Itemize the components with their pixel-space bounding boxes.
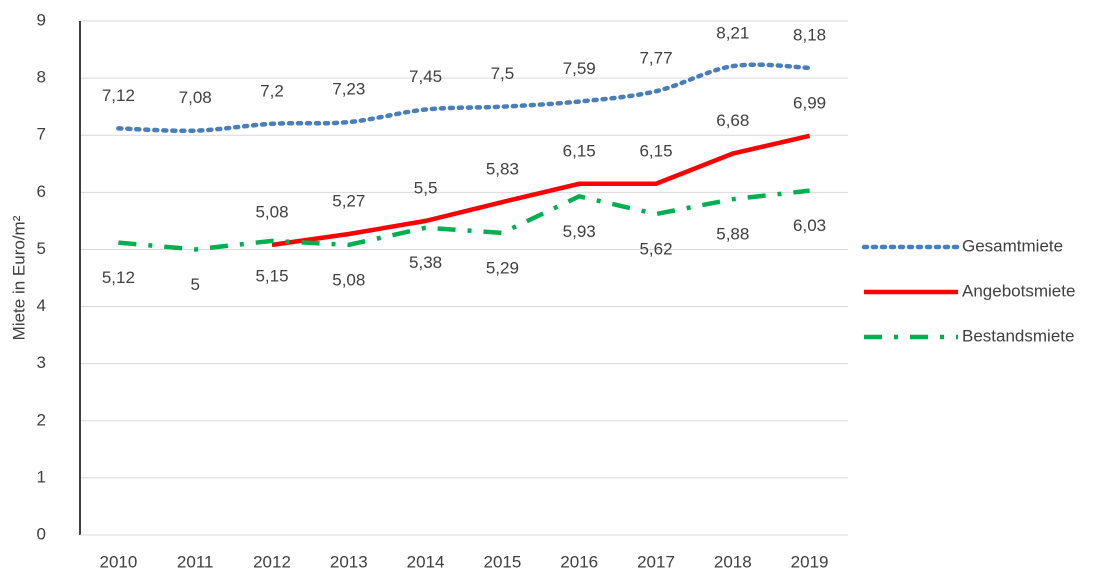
data-label: 6,03 — [793, 216, 826, 235]
data-label: 5,88 — [716, 225, 749, 244]
data-label: 5,5 — [414, 178, 438, 197]
data-label: 8,18 — [793, 25, 826, 44]
x-tick-label: 2018 — [714, 552, 752, 571]
y-tick-label: 8 — [37, 68, 46, 87]
data-label: 5,83 — [486, 160, 519, 179]
y-tick-label: 3 — [37, 353, 46, 372]
data-label: 7,12 — [102, 86, 135, 105]
data-label: 7,45 — [409, 67, 442, 86]
data-label: 5,93 — [563, 222, 596, 241]
x-tick-label: 2010 — [99, 552, 137, 571]
x-tick-label: 2013 — [330, 552, 368, 571]
y-tick-label: 9 — [37, 10, 46, 29]
y-tick-label: 7 — [37, 125, 46, 144]
x-tick-label: 2012 — [253, 552, 291, 571]
x-tick-label: 2014 — [407, 552, 445, 571]
data-label: 7,59 — [563, 59, 596, 78]
data-label: 6,68 — [716, 111, 749, 130]
x-tick-label: 2015 — [483, 552, 521, 571]
x-tick-label: 2017 — [637, 552, 675, 571]
data-label: 8,21 — [716, 24, 749, 43]
legend-label: Angebotsmiete — [962, 281, 1075, 300]
data-label: 5,12 — [102, 268, 135, 287]
y-axis-label: Miete in Euro/m² — [9, 215, 28, 340]
data-label: 6,15 — [563, 141, 596, 160]
data-label: 5,29 — [486, 258, 519, 277]
y-tick-label: 6 — [37, 182, 46, 201]
x-tick-label: 2019 — [791, 552, 829, 571]
data-label: 5 — [190, 275, 199, 294]
series-line — [271, 133, 811, 248]
data-label: 5,38 — [409, 253, 442, 272]
y-tick-label: 5 — [37, 239, 46, 258]
data-label: 5,08 — [332, 270, 365, 289]
series-line — [118, 188, 810, 252]
y-tick-label: 2 — [37, 410, 46, 429]
data-label: 5,08 — [255, 202, 288, 221]
y-tick-label: 0 — [37, 524, 46, 543]
data-label: 6,99 — [793, 93, 826, 112]
data-label: 7,23 — [332, 80, 365, 99]
y-tick-label: 4 — [37, 296, 46, 315]
data-label: 7,2 — [260, 81, 284, 100]
legend-label: Gesamtmiete — [962, 236, 1063, 255]
data-label: 5,62 — [639, 240, 672, 259]
data-label: 7,5 — [491, 64, 515, 83]
data-label: 5,27 — [332, 192, 365, 211]
legend-label: Bestandsmiete — [962, 326, 1074, 345]
data-label: 7,77 — [639, 49, 672, 68]
x-tick-label: 2011 — [177, 552, 214, 571]
y-tick-label: 1 — [37, 467, 46, 486]
data-label: 5,15 — [255, 266, 288, 285]
series-line — [116, 62, 812, 134]
data-label: 6,15 — [639, 141, 672, 160]
data-label: 7,08 — [179, 88, 212, 107]
x-tick-label: 2016 — [560, 552, 598, 571]
